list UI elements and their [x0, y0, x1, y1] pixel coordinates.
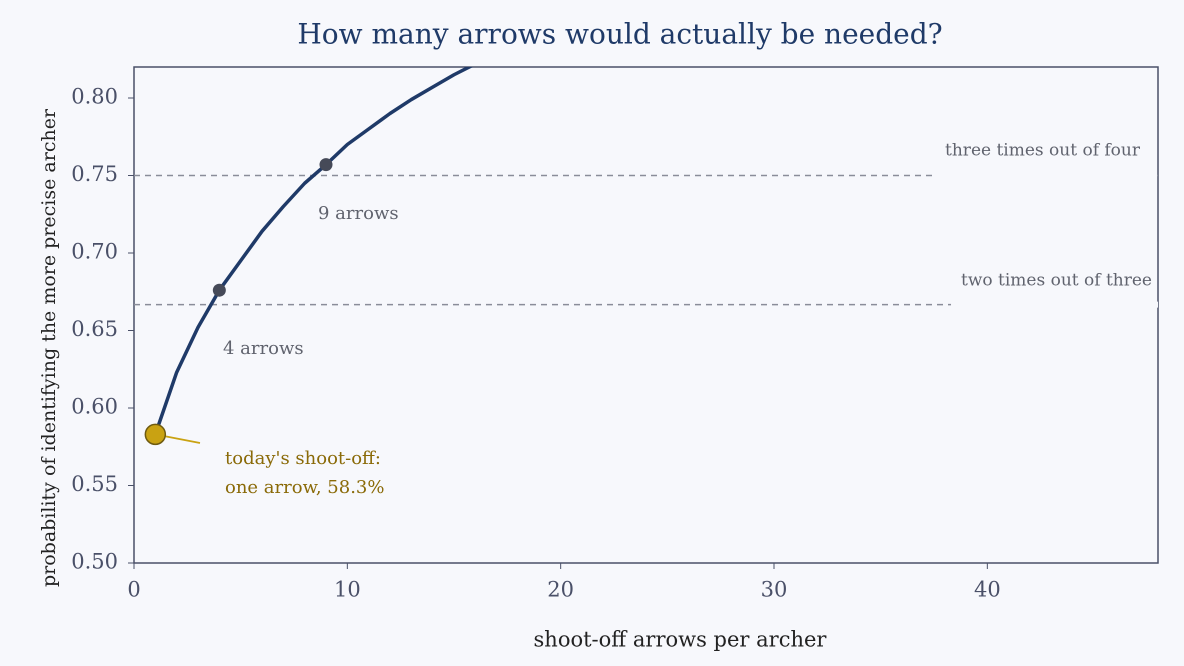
y-tick-label: 0.65: [71, 317, 118, 341]
line-series: [153, 67, 474, 435]
y-tick-label: 0.80: [71, 85, 118, 109]
y-tick-label: 0.55: [71, 472, 118, 496]
callout-label: one arrow, 58.3%: [225, 477, 384, 498]
y-axis-label: probability of identifying the more prec…: [38, 108, 60, 587]
x-tick-label: 0: [127, 578, 140, 602]
label-background: [935, 172, 1157, 179]
reference-label: two times out of three: [961, 271, 1152, 291]
reference-label: three times out of four: [945, 141, 1141, 161]
x-tick-label: 30: [761, 578, 788, 602]
y-tick-label: 0.60: [71, 395, 118, 419]
highlight-label: 9 arrows: [318, 203, 399, 224]
callout-label: today's shoot-off:: [225, 448, 381, 469]
chart-title: How many arrows would actually be needed…: [297, 18, 942, 51]
highlight-point: [319, 158, 333, 172]
callout-point: [144, 423, 167, 446]
plot-area: [134, 67, 1158, 435]
highlight-point: [212, 283, 226, 297]
plot-frame: [133, 66, 1159, 564]
x-tick-label: 20: [547, 578, 574, 602]
y-tick-label: 0.50: [71, 550, 118, 574]
y-tick-label: 0.75: [71, 162, 118, 186]
x-tick-label: 40: [974, 578, 1001, 602]
highlight-label: 4 arrows: [223, 338, 304, 359]
y-tick-label: 0.70: [71, 240, 118, 264]
label-background: [951, 301, 1158, 308]
x-tick-label: 10: [334, 578, 361, 602]
x-axis-label: shoot-off arrows per archer: [534, 628, 828, 652]
